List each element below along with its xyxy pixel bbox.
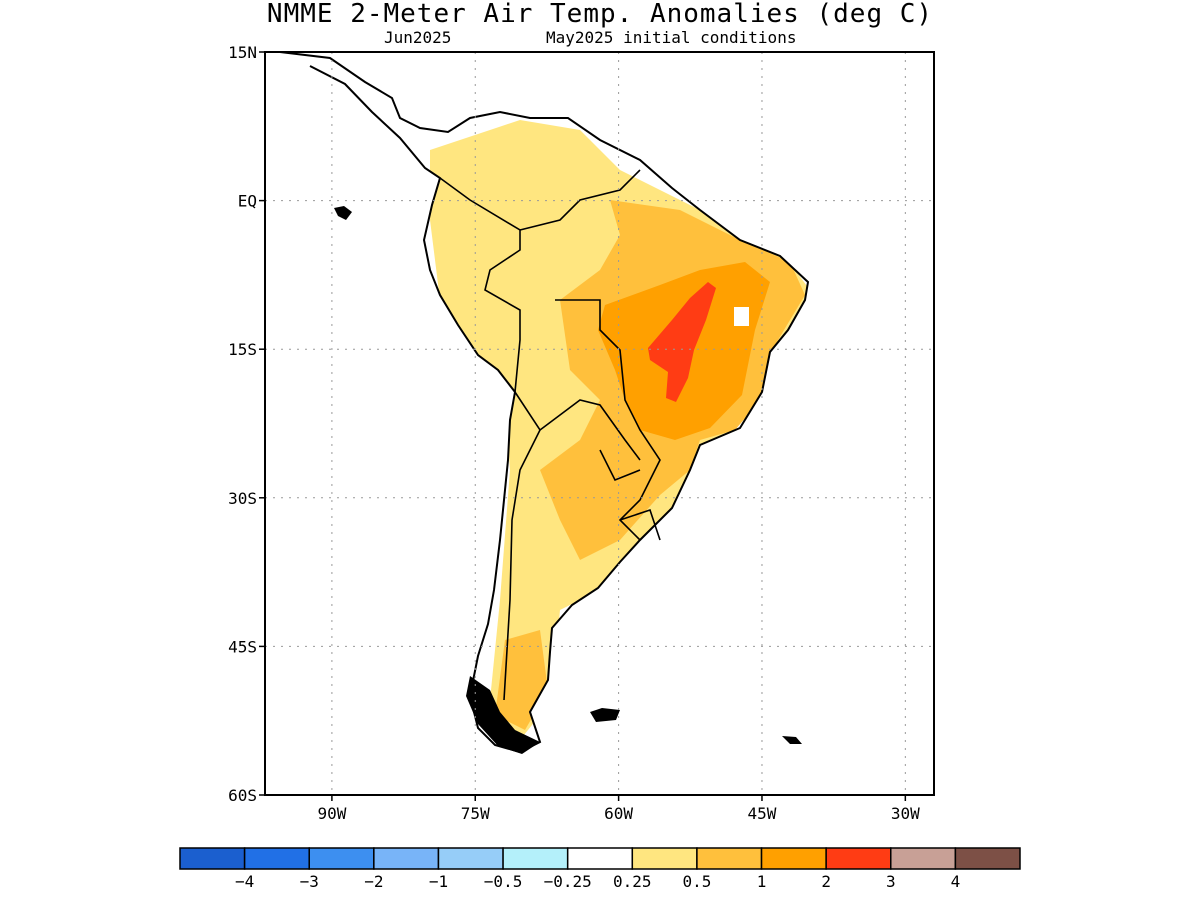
coastline [279,51,810,754]
colorbar-swatch [308,847,375,870]
colorbar-label: −2 [364,872,383,891]
colorbar-label: 0.5 [682,872,711,891]
lat-tick-label: 60S [228,786,257,805]
colorbar-label: −4 [235,872,254,891]
colorbar-label: 3 [886,872,896,891]
colorbar-swatch [825,847,892,870]
colorbar-swatch [566,847,634,870]
colorbar-label: −3 [300,872,319,891]
galapagos-islands [334,206,352,220]
anomaly-shading [430,120,808,740]
lon-tick-label: 90W [317,804,346,823]
map-title: NMME 2-Meter Air Temp. Anomalies (deg C) [266,0,934,29]
colorbar: −4 −3 −2 −1 −0.5 −0.25 0.25 0.5 1 2 3 4 [179,847,1021,891]
colorbar-label: −1 [429,872,448,891]
tierra-del-fuego [466,676,540,754]
south-georgia [782,736,802,744]
lon-tick-label: 45W [748,804,777,823]
lat-tick-label: EQ [238,192,257,211]
anomaly-region-2-3 [648,282,716,402]
colorbar-swatch [890,847,957,870]
colorbar-swatch [696,847,763,870]
country-borders [439,169,661,701]
colorbar-swatch [373,847,440,870]
colorbar-swatch [243,847,310,870]
latitude-axis: 15N EQ 15S 30S 45S 60S [228,43,265,805]
forecast-month: Jun2025 [384,28,452,47]
colorbar-label: 4 [951,872,961,891]
lon-tick-label: 75W [461,804,490,823]
lat-tick-label: 15S [228,340,257,359]
lat-tick-label: 45S [228,637,257,656]
initial-conditions: May2025 initial conditions [546,28,797,47]
colorbar-swatch [437,847,504,870]
colorbar-swatch [502,847,569,870]
neutral-patch [734,307,749,326]
longitude-axis: 90W 75W 60W 45W 30W [317,795,920,823]
colorbar-swatch [179,847,246,870]
colorbar-label: −0.25 [544,872,592,891]
lon-tick-label: 60W [604,804,633,823]
lon-tick-label: 30W [891,804,920,823]
islands [334,206,802,754]
colorbar-label: 0.25 [613,872,652,891]
lat-tick-label: 15N [228,43,257,62]
colorbar-swatch [954,847,1021,870]
lat-tick-label: 30S [228,489,257,508]
colorbar-label: 2 [821,872,831,891]
colorbar-swatch [631,847,698,870]
falkland-islands [590,708,620,722]
colorbar-swatch [760,847,827,870]
colorbar-label: 1 [757,872,767,891]
colorbar-label: −0.5 [484,872,523,891]
map-border [264,51,935,796]
